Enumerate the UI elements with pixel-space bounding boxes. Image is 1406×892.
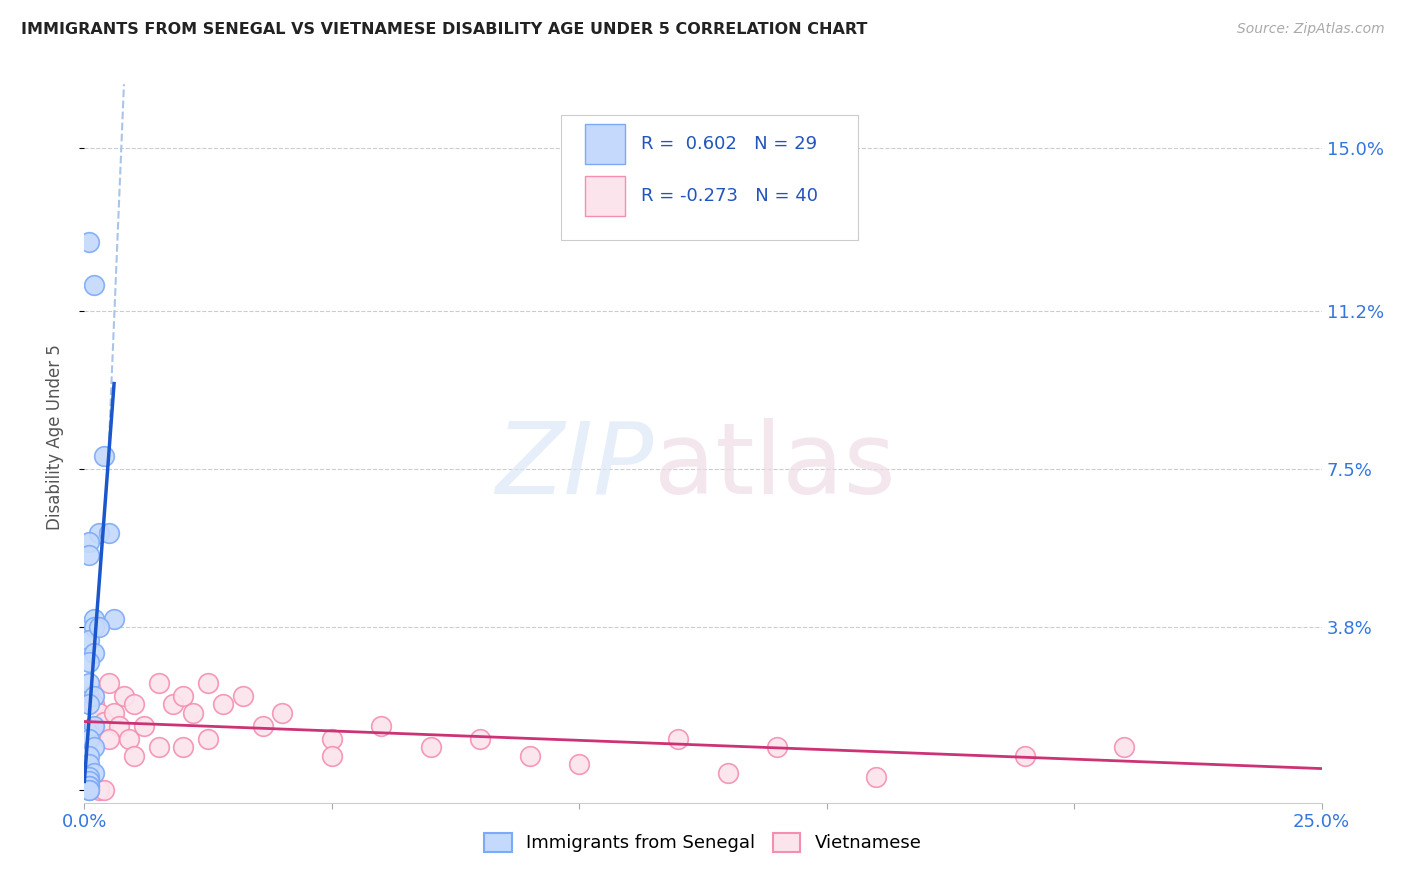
Point	[79, 757, 101, 772]
Point	[865, 770, 887, 784]
Point	[83, 719, 105, 733]
Text: R = -0.273   N = 40: R = -0.273 N = 40	[641, 186, 818, 204]
Point	[79, 235, 101, 250]
Point	[83, 698, 105, 712]
Point	[666, 731, 689, 746]
Point	[79, 548, 101, 562]
Point	[108, 719, 131, 733]
Point	[1112, 740, 1135, 755]
Point	[93, 783, 115, 797]
Point	[98, 676, 121, 690]
Point	[519, 748, 541, 763]
FancyBboxPatch shape	[585, 124, 626, 164]
Point	[197, 676, 219, 690]
Point	[232, 689, 254, 703]
Point	[79, 770, 101, 784]
Text: R =  0.602   N = 29: R = 0.602 N = 29	[641, 136, 817, 153]
Text: atlas: atlas	[654, 417, 896, 515]
Point	[103, 706, 125, 720]
Point	[89, 526, 111, 541]
Point	[79, 779, 101, 793]
Point	[172, 740, 194, 755]
Point	[370, 719, 392, 733]
Legend: Immigrants from Senegal, Vietnamese: Immigrants from Senegal, Vietnamese	[477, 826, 929, 860]
Point	[98, 731, 121, 746]
Point	[98, 526, 121, 541]
Point	[172, 689, 194, 703]
Text: IMMIGRANTS FROM SENEGAL VS VIETNAMESE DISABILITY AGE UNDER 5 CORRELATION CHART: IMMIGRANTS FROM SENEGAL VS VIETNAMESE DI…	[21, 22, 868, 37]
Point	[79, 774, 101, 789]
Point	[568, 757, 591, 772]
Point	[93, 714, 115, 729]
Point	[212, 698, 235, 712]
Point	[252, 719, 274, 733]
Point	[79, 655, 101, 669]
Point	[132, 719, 155, 733]
Point	[79, 633, 101, 648]
Point	[79, 689, 101, 703]
Point	[148, 740, 170, 755]
Point	[83, 689, 105, 703]
Point	[89, 706, 111, 720]
Point	[89, 620, 111, 634]
Point	[83, 620, 105, 634]
Point	[93, 450, 115, 464]
Point	[83, 646, 105, 660]
Point	[79, 676, 101, 690]
Point	[321, 731, 343, 746]
Point	[162, 698, 184, 712]
Point	[112, 689, 135, 703]
FancyBboxPatch shape	[561, 115, 858, 240]
Point	[79, 783, 101, 797]
Point	[79, 731, 101, 746]
Point	[122, 748, 145, 763]
Point	[717, 765, 740, 780]
Point	[470, 731, 492, 746]
Point	[766, 740, 789, 755]
Point	[83, 278, 105, 293]
Point	[83, 740, 105, 755]
Y-axis label: Disability Age Under 5: Disability Age Under 5	[45, 344, 63, 530]
Point	[79, 779, 101, 793]
Point	[103, 612, 125, 626]
Point	[118, 731, 141, 746]
Point	[321, 748, 343, 763]
Point	[148, 676, 170, 690]
Point	[79, 698, 101, 712]
FancyBboxPatch shape	[585, 176, 626, 216]
Point	[271, 706, 294, 720]
Point	[197, 731, 219, 746]
Point	[79, 534, 101, 549]
Text: ZIP: ZIP	[495, 417, 654, 515]
Text: Source: ZipAtlas.com: Source: ZipAtlas.com	[1237, 22, 1385, 37]
Point	[79, 748, 101, 763]
Point	[83, 765, 105, 780]
Point	[122, 698, 145, 712]
Point	[1014, 748, 1036, 763]
Point	[419, 740, 441, 755]
Point	[83, 612, 105, 626]
Point	[181, 706, 204, 720]
Point	[89, 783, 111, 797]
Point	[79, 783, 101, 797]
